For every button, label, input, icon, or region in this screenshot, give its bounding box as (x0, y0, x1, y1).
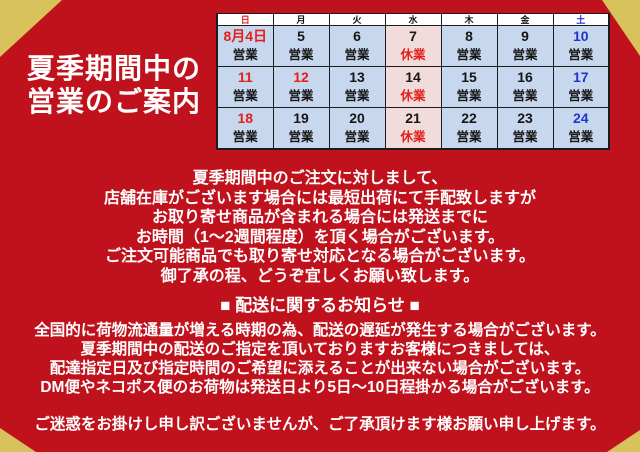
calendar-cell: 20 営業 (328, 107, 386, 150)
calendar-date: 22 (461, 110, 477, 126)
calendar-day-header: 月 (272, 13, 330, 26)
calendar-status: 営業 (568, 130, 594, 144)
calendar-status: 休業 (400, 48, 426, 62)
calendar-status: 営業 (344, 130, 370, 144)
calendar-date: 23 (517, 110, 533, 126)
order-notice-line: ご注文可能商品でも取り寄せ対応となる場合がございます。 (105, 248, 535, 265)
calendar-status: 営業 (232, 48, 258, 62)
shipping-notice-line: 夏季期間中の配送のご指定を頂いておりますお客様につきましては、 (80, 341, 560, 358)
calendar-week-row: 18 営業 19 営業 20 営業 21 休業 22 営業 23 営業 24 営業 (216, 107, 610, 150)
calendar-cell: 19 営業 (272, 107, 330, 150)
calendar-status: 営業 (232, 130, 258, 144)
order-notice-line: お取り寄せ商品が含まれる場合には発送までに (151, 209, 488, 226)
page-title-line2: 営業のご案内 (27, 86, 202, 117)
calendar-date: 9 (521, 28, 529, 44)
calendar-date: 10 (572, 28, 589, 44)
calendar-cell: 17 営業 (552, 66, 610, 108)
calendar-day-header: 金 (496, 13, 554, 26)
calendar-date: 5 (297, 28, 305, 44)
calendar-cell: 14 休業 (384, 66, 442, 108)
shipping-notice-line: DM便やネコポス便のお荷物は発送日より5日～10日程掛かる場合がございます。 (40, 379, 600, 396)
calendar-status: 営業 (288, 48, 314, 62)
order-notice-line: 御了承の程、どうぞ宜しくお願い致します。 (160, 267, 480, 285)
calendar-date: 16 (517, 69, 533, 85)
calendar-date: 21 (405, 110, 421, 126)
calendar-cell: 11 営業 (216, 66, 274, 108)
calendar-date: 15 (461, 69, 477, 85)
calendar-date: 14 (405, 69, 421, 85)
calendar-cell: 22 営業 (440, 107, 498, 150)
calendar-cell: 21 休業 (384, 107, 442, 150)
calendar-status: 休業 (400, 130, 426, 144)
calendar-cell: 8月4日営業 (216, 25, 274, 67)
calendar-status: 営業 (568, 89, 594, 103)
shipping-notice-line: 配達指定日及び指定時間のご希望に添えることが出来ない場合がございます。 (49, 360, 591, 377)
calendar-status: 営業 (456, 89, 482, 103)
closing-apology-line: ご迷惑をお掛けし申し訳ございませんが、ご了承頂けます様お願い申し上げます。 (34, 416, 606, 433)
calendar-week-row: 8月4日営業 5 営業 6 営業 7 休業 8 営業 9 営業 10 営業 (216, 25, 610, 67)
calendar-status: 営業 (512, 89, 538, 103)
shipping-notice-line: 全国的に荷物流通量が増える時期の為、配送の遅延が発生する場合がございます。 (34, 322, 606, 339)
calendar-date: 7 (409, 28, 417, 44)
calendar-status: 休業 (400, 89, 426, 103)
calendar-day-header: 木 (440, 13, 498, 26)
calendar-status: 営業 (512, 130, 538, 144)
page-title: 夏季期間中の 営業のご案内 (27, 52, 201, 118)
calendar-cell: 13 営業 (328, 66, 386, 108)
calendar-date: 6 (353, 28, 361, 44)
calendar-cell: 6 営業 (328, 25, 386, 67)
calendar-date: 8月4日 (223, 28, 268, 44)
calendar-status: 営業 (344, 89, 370, 103)
gold-corner-ribbon-top-left (0, 0, 62, 57)
order-notice: 夏季期間中のご注文に対しまして、 店舗在庫がございます場合には最短出荷にて手配致… (0, 169, 640, 286)
calendar-cell: 24 営業 (552, 107, 610, 150)
calendar-cell: 8 営業 (440, 25, 498, 67)
order-notice-line: お時間（1～2週間程度）を頂く場合がございます。 (135, 228, 505, 246)
calendar-status: 営業 (288, 130, 314, 144)
shipping-notice-heading: ■ 配送に関するお知らせ ■ (220, 296, 420, 315)
order-notice-line: 店舗在庫がございます場合には最短出荷にて手配致しますが (103, 189, 536, 207)
calendar-date: 24 (572, 110, 589, 126)
calendar-date: 17 (572, 69, 589, 85)
calendar-cell: 10 営業 (552, 25, 610, 67)
calendar-cell: 9 営業 (496, 25, 554, 67)
calendar-cell: 16 営業 (496, 66, 554, 108)
calendar-status: 営業 (232, 89, 258, 103)
calendar-status: 営業 (456, 130, 482, 144)
calendar-date: 18 (237, 110, 254, 126)
calendar-day-header: 火 (328, 13, 386, 26)
calendar-status: 営業 (568, 48, 594, 62)
calendar-cell: 5 営業 (272, 25, 330, 67)
calendar-day-header: 水 (384, 13, 442, 26)
calendar-date: 13 (349, 69, 365, 85)
calendar-header-row: 日月火水木金土 (216, 13, 610, 26)
calendar-cell: 15 営業 (440, 66, 498, 108)
calendar-status: 営業 (288, 89, 314, 103)
calendar-date: 11 (237, 69, 253, 85)
business-calendar-table: 日月火水木金土 8月4日 営業 5 営業 6 営業 7 休業 8 営業 9 営業 10 営業 11 営業 12 営業… (216, 13, 610, 150)
calendar-date: 20 (349, 110, 365, 126)
calendar-cell: 18 営業 (216, 107, 274, 150)
calendar-cell: 12 営業 (272, 66, 330, 108)
page-title-line1: 夏季期間中の (27, 53, 202, 84)
shipping-notice: 全国的に荷物流通量が増える時期の為、配送の遅延が発生する場合がございます。 夏季… (0, 321, 640, 397)
calendar-status: 営業 (344, 48, 370, 62)
business-calendar: 日月火水木金土 8月4日 営業 5 営業 6 営業 7 休業 8 営業 9 営業 10 営業 11 営業 12 営業… (216, 13, 610, 150)
calendar-day-header: 土 (552, 13, 610, 26)
calendar-date: 19 (293, 110, 309, 126)
order-notice-line: 夏季期間中のご注文に対しまして、 (192, 170, 448, 187)
calendar-date: 8 (465, 28, 473, 44)
calendar-week-row: 11 営業 12 営業 13 営業 14 休業 15 営業 16 営業 17 営業 (216, 66, 610, 108)
calendar-day-header: 日 (216, 13, 274, 26)
calendar-cell: 23 営業 (496, 107, 554, 150)
calendar-date: 12 (293, 69, 309, 85)
calendar-status: 営業 (512, 48, 538, 62)
calendar-status: 営業 (456, 48, 482, 62)
calendar-cell: 7 休業 (384, 25, 442, 67)
